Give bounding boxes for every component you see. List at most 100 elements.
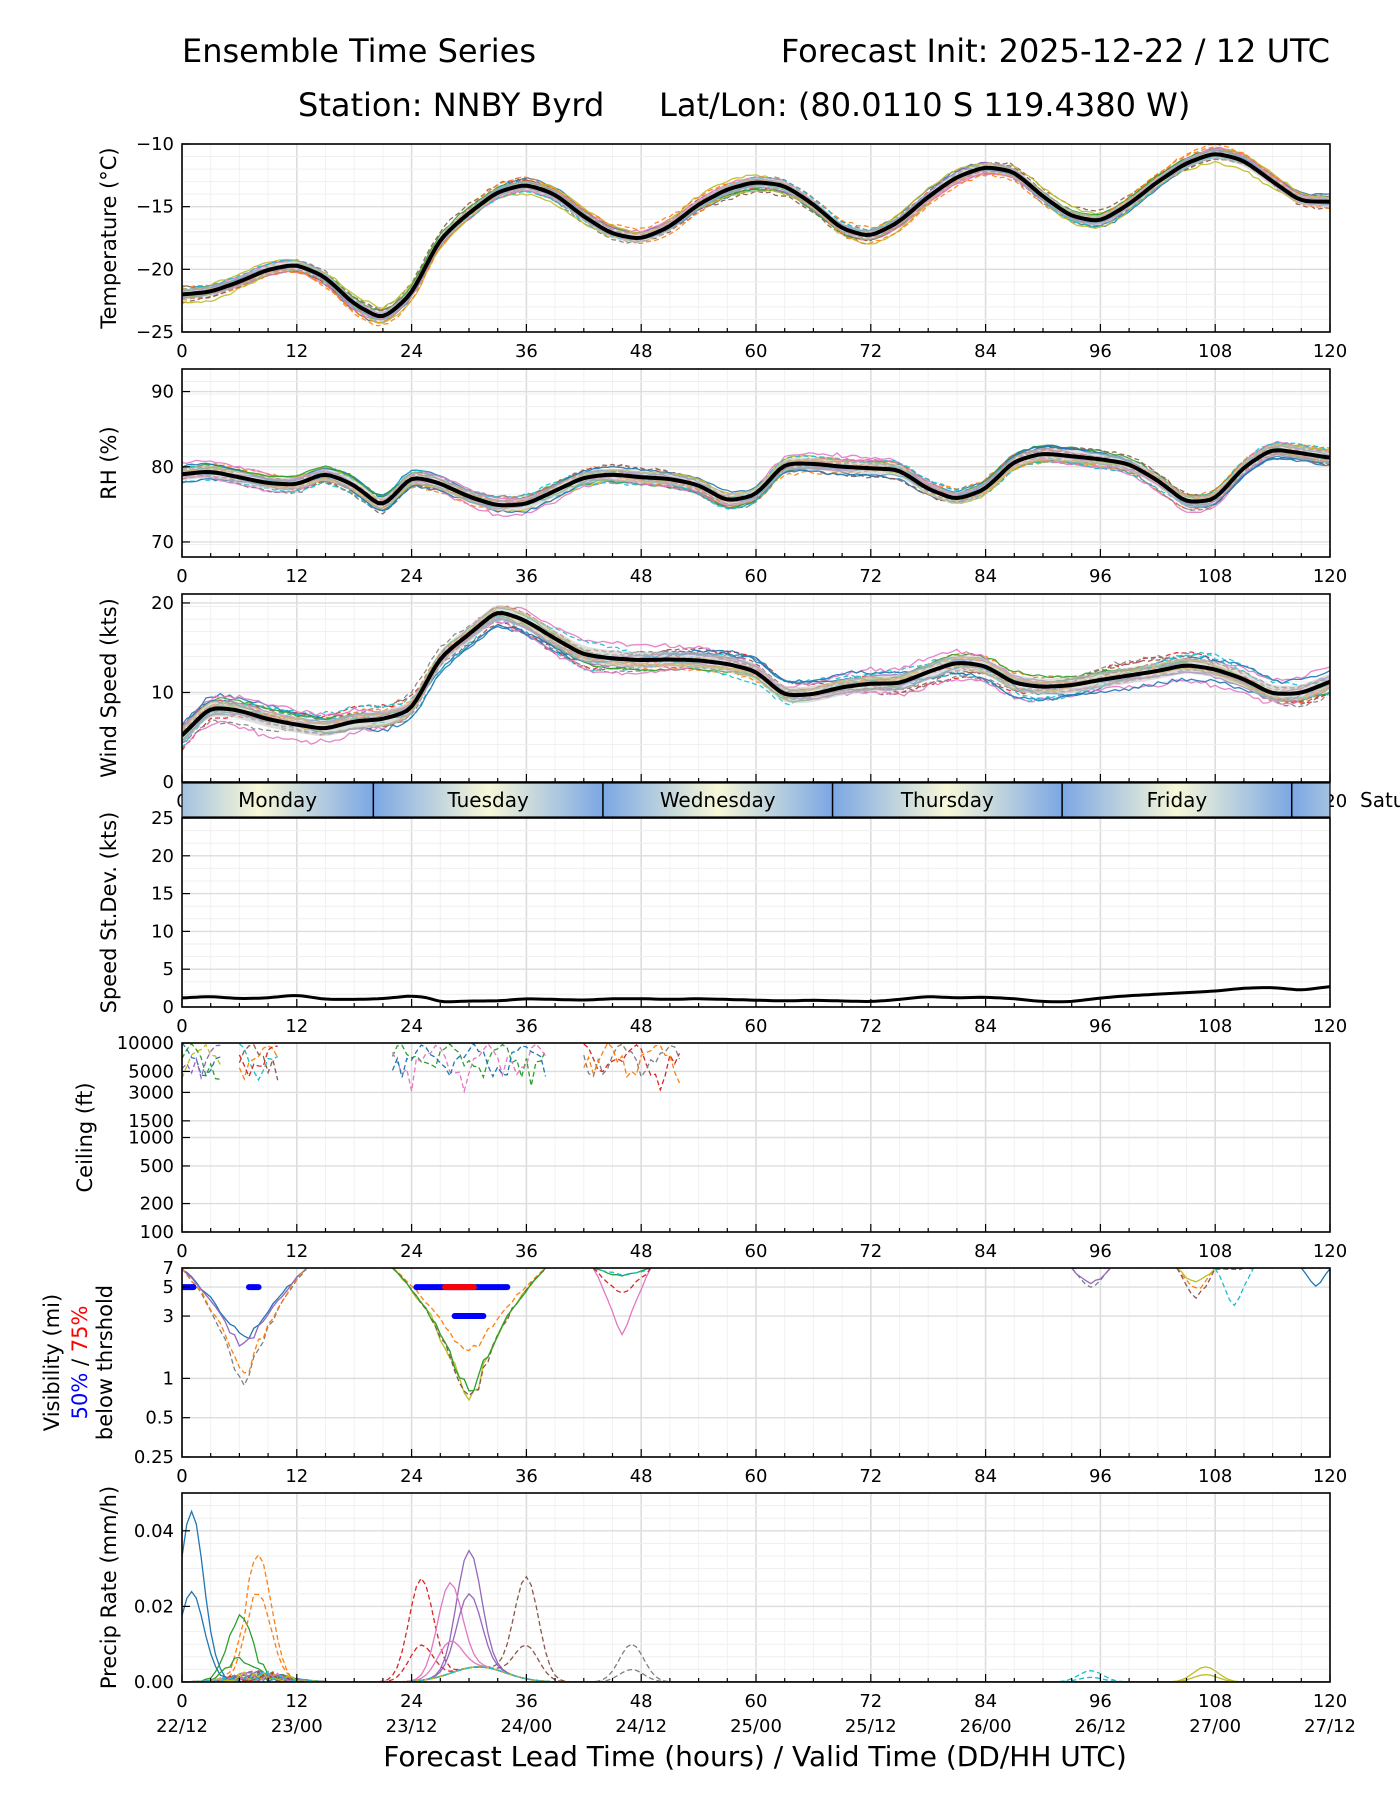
series (182, 605, 1330, 752)
visibility-member-line (1176, 1268, 1216, 1283)
label-50pct: 50% (68, 1373, 92, 1420)
y-axis-label: Visibility (mi) (40, 1294, 64, 1431)
y-tick-label: 0 (163, 997, 174, 1018)
x-tick-label: 24 (400, 566, 423, 587)
x-tick-label: 84 (974, 1016, 997, 1037)
ceiling-member-line (391, 1043, 547, 1094)
ceiling-member-line (182, 1043, 221, 1079)
day-label: Wednesday (660, 788, 776, 812)
y-axis-label: Speed St.Dev. (kts) (97, 812, 121, 1014)
visibility-member-line (392, 1268, 546, 1392)
x-tick-label: 72 (859, 341, 882, 362)
y-axis-label: Wind Speed (kts) (97, 598, 121, 778)
ceiling-member-line (391, 1043, 547, 1079)
x-axis-label: Forecast Lead Time (hours) / Valid Time … (383, 1740, 1127, 1773)
y-tick-label: −20 (136, 259, 174, 280)
valid-time-label: 23/00 (271, 1716, 323, 1737)
ceiling-member-line (583, 1043, 681, 1093)
day-segment (602, 783, 833, 817)
x-tick-label: 108 (1198, 566, 1232, 587)
valid-time-label: 23/12 (386, 1716, 438, 1737)
ensemble-mean-line (182, 611, 1330, 737)
y-tick-label: 500 (140, 1156, 174, 1177)
valid-time-label: 25/12 (845, 1716, 897, 1737)
y-tick-label: −10 (136, 134, 174, 155)
series (182, 144, 1330, 327)
day-segment (832, 783, 1063, 817)
chart-title-latlon: Lat/Lon: (80.0110 S 119.4380 W) (659, 86, 1191, 124)
day-segment (1062, 783, 1292, 817)
ceiling-member-line (238, 1045, 278, 1079)
y-tick-label: 5 (163, 1277, 174, 1298)
x-tick-label: 12 (285, 1016, 308, 1037)
y-tick-label: 5 (163, 959, 174, 980)
grid (182, 594, 1330, 782)
x-tick-label: 96 (1089, 1691, 1112, 1712)
x-tick-label: 60 (745, 566, 768, 587)
valid-time-label: 26/00 (960, 1716, 1012, 1737)
visibility-member-line (1176, 1268, 1216, 1300)
valid-time-label: 25/00 (730, 1716, 782, 1737)
panel-ceiling: 0 12 24 36 48 60 72 84 96 108 120 100 200 500 10001500… (73, 1033, 1347, 1262)
y-tick-label: 100 (140, 1222, 174, 1243)
y-tick-label: 200 (140, 1194, 174, 1215)
grid (182, 818, 1330, 1007)
x-tick-label: 12 (285, 341, 308, 362)
x-tick-label: 48 (630, 341, 653, 362)
panel-temperature: 0 12 24 36 48 60 72 84 96 108 120 −25 −20 −15 −10 Tempe… (97, 134, 1347, 362)
x-tick-label: 60 (745, 341, 768, 362)
series (182, 440, 1330, 517)
ensemble-member-line (182, 609, 1330, 744)
day-label: Monday (238, 788, 317, 812)
x-tick-label: 36 (515, 1241, 538, 1262)
x-tick-label: 36 (515, 1691, 538, 1712)
visibility-member-line (1176, 1268, 1216, 1289)
visibility-member-line (392, 1268, 546, 1352)
x-tick-label: 108 (1198, 1016, 1232, 1037)
x-tick-label: 48 (630, 1466, 653, 1487)
day-label: Thursday (900, 788, 994, 812)
x-tick-label: 60 (745, 1691, 768, 1712)
visibility-member-line (1300, 1268, 1330, 1287)
y-tick-label: 3 (163, 1306, 174, 1327)
y-tick-label: 25 (151, 808, 174, 829)
day-label: Friday (1147, 788, 1208, 812)
y-tick-label: 80 (151, 457, 174, 478)
valid-time-label: 27/00 (1189, 1716, 1241, 1737)
x-tick-label: 72 (859, 1466, 882, 1487)
y-tick-label: 0.00 (134, 1672, 174, 1693)
x-tick-label: 36 (515, 566, 538, 587)
ceiling-member-line (182, 1044, 221, 1081)
x-tick-label: 48 (630, 1016, 653, 1037)
x-tick-label: 72 (859, 1691, 882, 1712)
y-tick-label: 90 (151, 382, 174, 403)
x-tick-label: 108 (1198, 1691, 1232, 1712)
y-tick-label: 1 (163, 1368, 174, 1389)
y-axis-label: Temperature (°C) (97, 147, 121, 329)
label-75pct: 75% (68, 1306, 92, 1353)
x-tick-label: 72 (859, 566, 882, 587)
y-tick-label: 20 (151, 593, 174, 614)
visibility-member-line (182, 1268, 307, 1387)
ceiling-member-line (583, 1043, 681, 1079)
y-tick-label: 10 (151, 921, 174, 942)
x-tick-label: 0 (176, 1466, 187, 1487)
visibility-member-line (1215, 1268, 1254, 1271)
ensemble-mean-line (182, 152, 1330, 318)
y-tick-label: −15 (136, 197, 174, 218)
ceiling-member-line (238, 1044, 279, 1081)
x-tick-label: 12 (285, 1691, 308, 1712)
day-segment (182, 783, 374, 817)
x-tick-label: 0 (176, 1016, 187, 1037)
y-axis-label: Ceiling (ft) (73, 1082, 97, 1192)
label-sep: / (68, 1352, 92, 1372)
x-tick-label: 108 (1198, 341, 1232, 362)
x-tick-label: 24 (400, 341, 423, 362)
grid (182, 1493, 1330, 1682)
x-tick-label: 108 (1198, 1241, 1232, 1262)
x-tick-label: 120 (1313, 1691, 1347, 1712)
panel-relative-humidity: 0 12 24 36 48 60 72 84 96 108 120 70 80 90 RH (%) (97, 368, 1347, 587)
grid (182, 1268, 1330, 1457)
x-tick-label: 120 (1313, 1466, 1347, 1487)
day-bar (182, 783, 1330, 817)
